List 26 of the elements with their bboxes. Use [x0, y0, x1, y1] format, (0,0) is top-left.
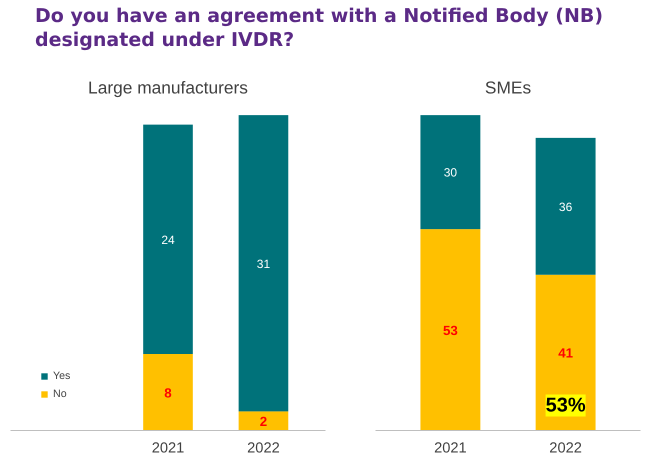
- data-label: 2: [260, 414, 268, 429]
- data-label: 30: [444, 166, 458, 180]
- data-label: 24: [161, 232, 175, 247]
- data-label: 8: [164, 385, 172, 400]
- legend-label: No: [53, 388, 68, 400]
- data-label: 41: [558, 346, 574, 361]
- annotation: 53%: [546, 394, 586, 416]
- bar: [238, 115, 288, 412]
- data-label: 36: [558, 200, 573, 214]
- data-label: 53: [442, 322, 458, 338]
- chart-title: Do you have an agreement with a Notified Body (NB) designated under IVDR?: [35, 5, 604, 52]
- bar: [420, 229, 480, 430]
- bar: [536, 138, 596, 275]
- bar: [143, 354, 193, 430]
- x-tick-label: 2021: [152, 440, 184, 456]
- legend-label: Yes: [53, 370, 72, 382]
- bar: [143, 124, 193, 354]
- chart-subtitle: SMEs: [484, 78, 532, 98]
- bar: [238, 411, 288, 430]
- data-label: 31: [256, 256, 270, 271]
- bar: [420, 115, 480, 230]
- chart-subtitle: Large manufacturers: [88, 78, 248, 98]
- x-tick-label: 2021: [434, 440, 467, 456]
- x-tick-label: 2022: [549, 440, 582, 456]
- x-tick-label: 2022: [247, 440, 280, 456]
- bar: [536, 274, 596, 430]
